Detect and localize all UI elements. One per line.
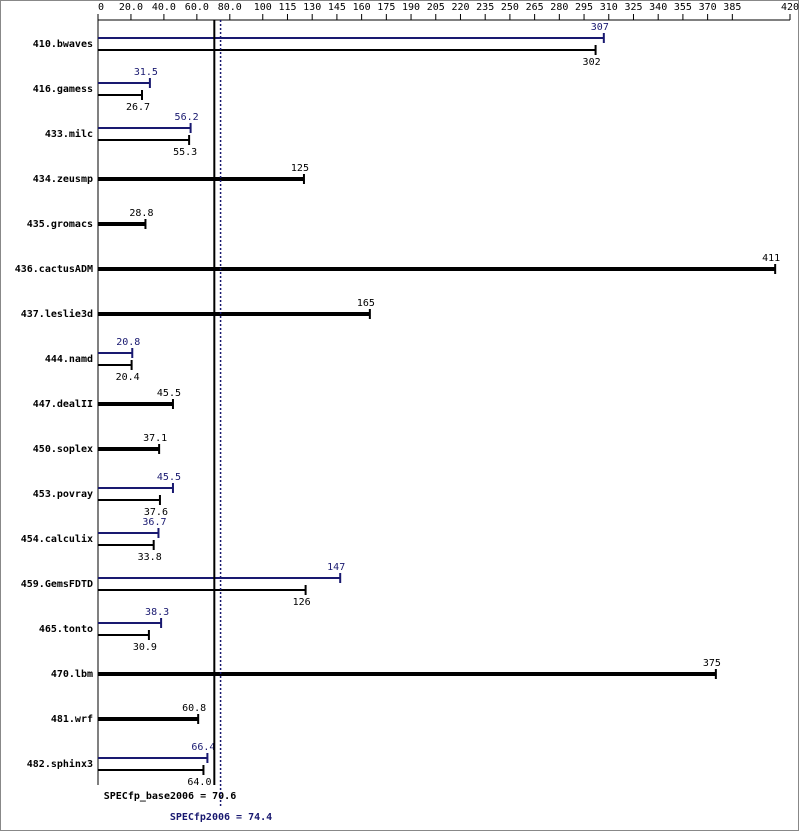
value-label: 31.5 (134, 67, 158, 78)
category-label: 410.bwaves (33, 39, 93, 50)
value-label: 38.3 (145, 607, 169, 618)
category-label: 447.dealII (33, 399, 93, 410)
value-label: 56.2 (175, 112, 199, 123)
reference-name: SPECfp_base2006 = (104, 791, 206, 802)
value-label: 45.5 (157, 472, 181, 483)
category-label: 433.milc (45, 128, 93, 140)
x-tick-label: 100 (254, 2, 272, 13)
value-label: 36.7 (142, 517, 166, 528)
value-label: 20.4 (116, 372, 140, 383)
category-label: 470.lbm (51, 669, 93, 680)
category-label: 416.gamess (33, 84, 93, 95)
x-tick-label: 80.0 (218, 2, 242, 13)
x-tick-label: 145 (328, 2, 346, 13)
value-label: 20.8 (116, 337, 140, 348)
x-tick-label: 325 (624, 2, 642, 13)
x-tick-label: 0 (98, 2, 104, 13)
category-label: 454.calculix (21, 533, 93, 545)
value-label: 26.7 (126, 102, 150, 113)
value-label: 147 (327, 562, 345, 573)
value-label: 33.8 (138, 552, 162, 563)
x-tick-label: 355 (674, 2, 692, 13)
value-label: 28.8 (129, 208, 153, 219)
category-label: 444.namd (45, 354, 93, 365)
category-label: 465.tonto (39, 624, 93, 635)
value-label: 411 (762, 253, 780, 264)
value-label: 165 (357, 298, 375, 309)
x-tick-label: 20.0 (119, 2, 143, 13)
value-label: 60.8 (182, 703, 206, 714)
x-tick-label: 115 (278, 2, 296, 13)
category-label: 435.gromacs (27, 219, 93, 230)
value-label: 30.9 (133, 642, 157, 653)
value-label: 375 (703, 658, 721, 669)
value-label: 55.3 (173, 147, 197, 158)
value-label: 64.0 (187, 777, 211, 788)
x-tick-label: 370 (699, 2, 717, 13)
x-tick-label: 280 (550, 2, 568, 13)
x-tick-label: 385 (723, 2, 741, 13)
value-label: 45.5 (157, 388, 181, 399)
x-tick-label: 265 (526, 2, 544, 13)
value-label: 37.1 (143, 433, 167, 444)
x-tick-label: 250 (501, 2, 519, 13)
value-label: 66.4 (191, 742, 215, 753)
value-label: 302 (583, 57, 601, 68)
x-tick-label: 340 (649, 2, 667, 13)
category-label: 481.wrf (51, 714, 93, 725)
x-tick-label: 310 (600, 2, 618, 13)
x-tick-label: 175 (377, 2, 395, 13)
category-label: 437.leslie3d (21, 308, 93, 320)
x-tick-label: 420 (781, 2, 799, 13)
x-tick-label: 295 (575, 2, 593, 13)
reference-label: SPECfp_base2006 = 70.6 (104, 791, 236, 802)
reference-name: SPECfp2006 = (170, 812, 242, 823)
category-label: 459.GemsFDTD (21, 579, 93, 590)
x-tick-label: 235 (476, 2, 494, 13)
category-label: 434.zeusmp (33, 174, 93, 185)
value-label: 307 (591, 22, 609, 33)
value-label: 125 (291, 163, 309, 174)
x-tick-label: 130 (303, 2, 321, 13)
x-tick-label: 160 (353, 2, 371, 13)
x-tick-label: 205 (427, 2, 445, 13)
x-tick-label: 40.0 (152, 2, 176, 13)
category-label: 450.soplex (33, 444, 93, 455)
reference-value: 70.6 (212, 791, 236, 802)
category-label: 482.sphinx3 (27, 758, 93, 770)
category-label: 436.cactusADM (15, 264, 93, 275)
reference-label: SPECfp2006 = 74.4 (170, 812, 272, 823)
value-label: 37.6 (144, 507, 168, 518)
value-label: 126 (293, 597, 311, 608)
x-tick-label: 190 (402, 2, 420, 13)
x-tick-label: 60.0 (185, 2, 209, 13)
reference-value: 74.4 (248, 812, 272, 823)
x-tick-label: 220 (451, 2, 469, 13)
category-label: 453.povray (33, 489, 93, 500)
